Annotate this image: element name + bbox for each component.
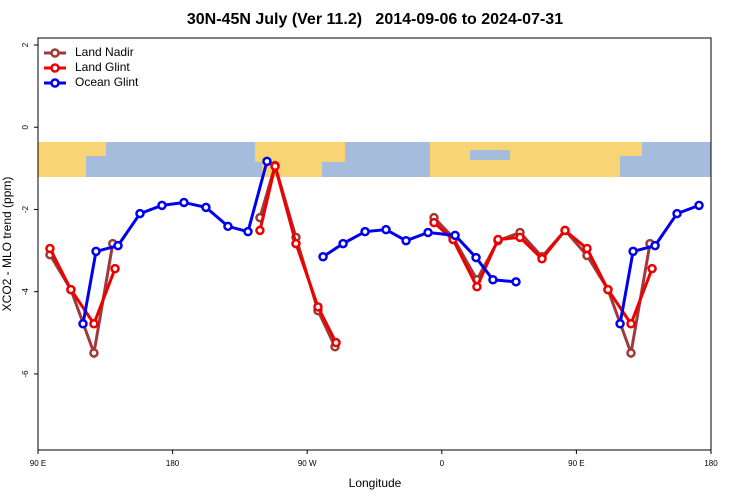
data-point xyxy=(694,200,704,211)
data-point xyxy=(626,319,636,329)
data-point xyxy=(135,208,145,219)
data-point xyxy=(313,302,323,312)
data-point xyxy=(429,217,439,228)
legend-label: Land Nadir xyxy=(75,45,134,59)
x-tick-label: 180 xyxy=(166,459,180,468)
data-point xyxy=(560,225,570,236)
data-point xyxy=(78,319,88,329)
data-point xyxy=(113,240,123,251)
data-point xyxy=(270,161,280,172)
data-point xyxy=(650,240,660,251)
data-point xyxy=(471,252,481,263)
data-point xyxy=(381,224,391,235)
legend-label: Land Glint xyxy=(75,60,130,74)
y-axis-label: XCO2 - MLO trend (ppm) xyxy=(0,177,14,312)
map-strip xyxy=(38,142,711,177)
chart-title: 30N-45N July (Ver 11.2) 2014-09-06 to 20… xyxy=(187,11,563,28)
data-point xyxy=(66,284,76,295)
data-point xyxy=(423,227,433,238)
data-point xyxy=(626,348,636,358)
data-point xyxy=(110,263,120,274)
y-tick-label: -4 xyxy=(21,288,30,296)
data-point xyxy=(157,200,167,211)
data-point xyxy=(582,243,592,254)
plot-frame xyxy=(37,37,712,451)
data-point xyxy=(615,319,625,329)
x-tick-label: 90 E xyxy=(30,459,46,468)
data-point xyxy=(360,226,370,237)
series-line xyxy=(48,160,652,359)
legend-label: Ocean Glint xyxy=(75,75,139,89)
y-tick-label: -2 xyxy=(21,205,30,213)
data-point xyxy=(91,246,101,257)
y-tick-label: 0 xyxy=(21,124,30,129)
data-point xyxy=(472,282,482,292)
legend-marker xyxy=(50,48,60,58)
data-point xyxy=(450,230,460,241)
data-point xyxy=(89,348,99,358)
data-point xyxy=(45,243,55,254)
data-point xyxy=(201,202,211,213)
series-line xyxy=(81,160,700,325)
data-point xyxy=(318,251,328,262)
data-point xyxy=(647,263,657,274)
data-point xyxy=(223,221,233,232)
legend-marker xyxy=(50,63,60,73)
data-point xyxy=(89,319,99,329)
data-point xyxy=(672,208,682,219)
data-point xyxy=(515,232,525,243)
data-point xyxy=(243,226,253,237)
x-axis-label: Longitude xyxy=(349,476,402,490)
data-point xyxy=(628,246,638,257)
x-tick-label: 90 W xyxy=(298,459,317,468)
data-point xyxy=(179,197,189,208)
data-point xyxy=(338,238,348,249)
legend-marker xyxy=(50,78,60,88)
data-point xyxy=(291,238,301,249)
data-point xyxy=(262,156,272,167)
data-point xyxy=(255,225,265,236)
y-tick-label: 2 xyxy=(21,42,30,47)
data-point xyxy=(493,234,503,245)
data-point xyxy=(511,277,521,287)
series-line xyxy=(48,165,654,344)
x-tick-label: 0 xyxy=(440,459,445,468)
data-point xyxy=(537,254,547,264)
y-tick-label: -6 xyxy=(21,370,30,378)
data-point xyxy=(488,275,498,285)
data-point xyxy=(603,284,613,295)
x-tick-label: 90 E xyxy=(568,459,584,468)
data-point xyxy=(331,337,341,348)
data-point xyxy=(401,235,411,246)
x-tick-label: 180 xyxy=(704,459,718,468)
